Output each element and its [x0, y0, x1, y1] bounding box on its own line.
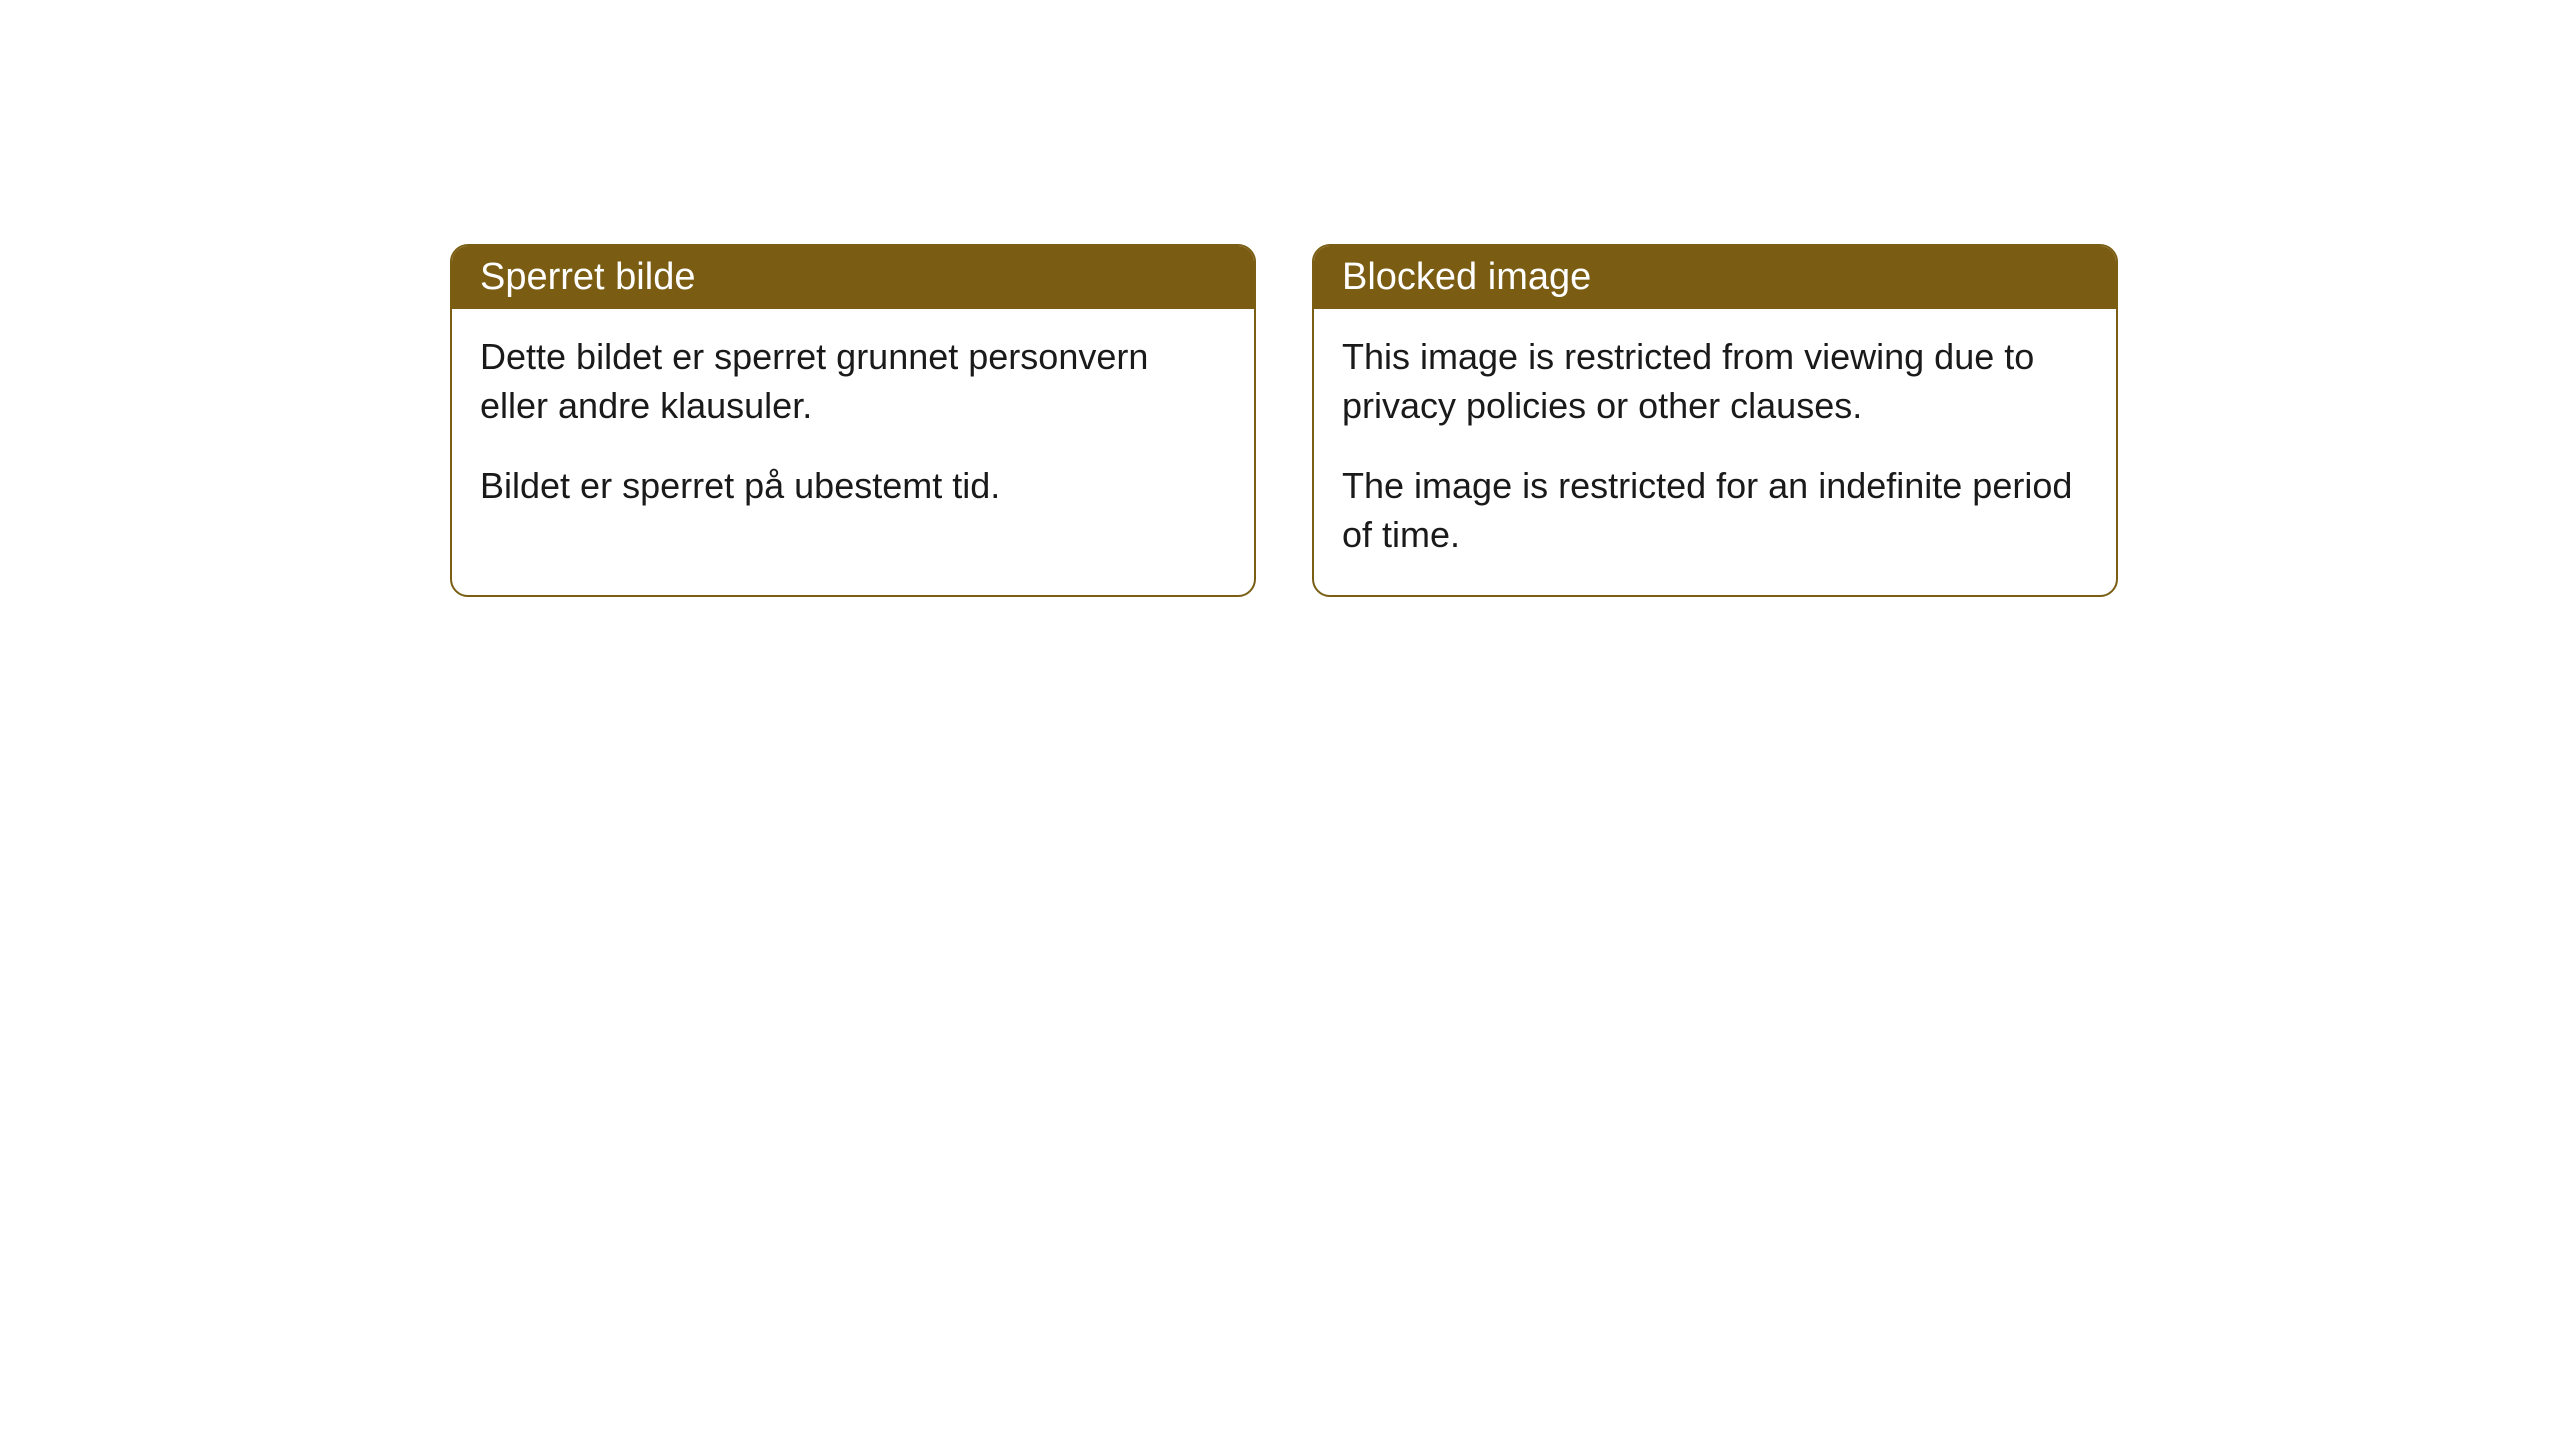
- card-paragraph: This image is restricted from viewing du…: [1342, 333, 2088, 430]
- notice-card-norwegian: Sperret bilde Dette bildet er sperret gr…: [450, 244, 1256, 597]
- card-paragraph: Dette bildet er sperret grunnet personve…: [480, 333, 1226, 430]
- card-title: Sperret bilde: [480, 256, 695, 298]
- card-header: Blocked image: [1314, 246, 2116, 309]
- card-paragraph: The image is restricted for an indefinit…: [1342, 462, 2088, 559]
- card-paragraph: Bildet er sperret på ubestemt tid.: [480, 462, 1226, 511]
- card-body: Dette bildet er sperret grunnet personve…: [452, 309, 1254, 547]
- notice-card-english: Blocked image This image is restricted f…: [1312, 244, 2118, 597]
- card-body: This image is restricted from viewing du…: [1314, 309, 2116, 595]
- card-title: Blocked image: [1342, 256, 1591, 298]
- notice-cards-container: Sperret bilde Dette bildet er sperret gr…: [0, 0, 2560, 597]
- card-header: Sperret bilde: [452, 246, 1254, 309]
